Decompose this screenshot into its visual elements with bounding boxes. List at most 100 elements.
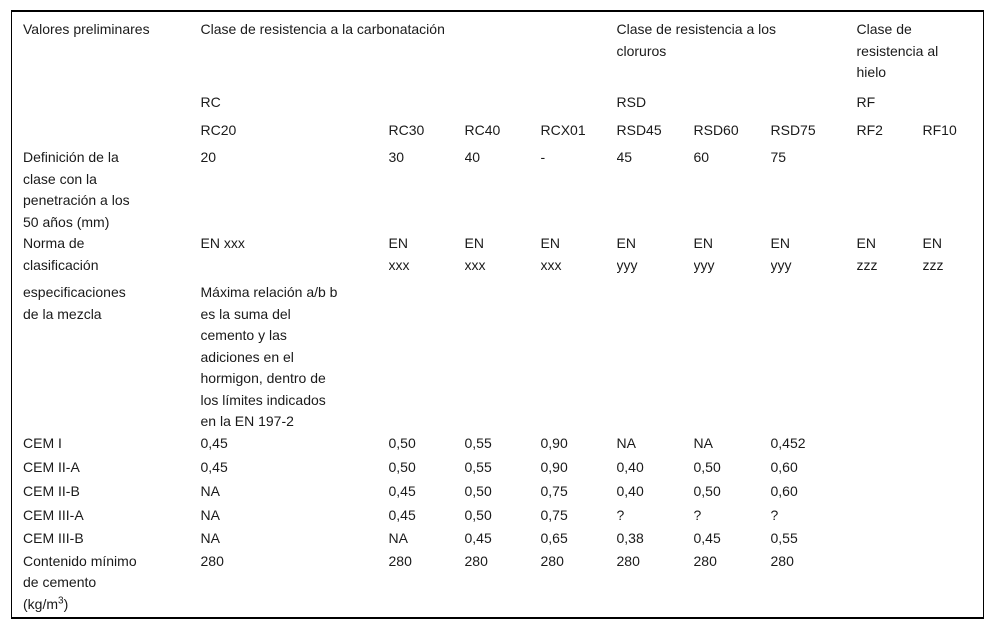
- value-cell: [857, 505, 923, 528]
- table-row: especificaciones de la mezcla Máxima rela…: [12, 282, 984, 433]
- class-code: RCX01: [540, 122, 586, 138]
- cell-value: 280: [464, 552, 488, 569]
- table-row: CEM I 0,45 0,50 0,55 0,90 NA NA 0,452: [12, 433, 984, 457]
- value-cell: [465, 282, 541, 433]
- value-cell: [857, 551, 923, 618]
- value-cell: EN yyy: [771, 233, 857, 282]
- class-header-rsd60: RSD60: [694, 117, 771, 147]
- row-label: CEM II-B: [23, 482, 80, 499]
- value-cell: NA: [694, 433, 771, 457]
- value-cell: EN yyy: [694, 233, 771, 282]
- value-cell: [923, 282, 984, 433]
- row-label-cell: especificaciones de la mezcla: [12, 282, 201, 433]
- value-cell: 0,90: [541, 433, 617, 457]
- value-cell: [923, 457, 984, 481]
- cell-value: ?: [616, 506, 625, 523]
- value-cell: 0,50: [389, 433, 465, 457]
- value-cell: [694, 282, 771, 433]
- class-code: RC30: [388, 122, 425, 138]
- row-label-cell: Norma de clasificación: [12, 233, 201, 282]
- value-cell: 0,90: [541, 457, 617, 481]
- table-head: Valores preliminares Clase de resistenci…: [12, 11, 984, 147]
- row-label-cell: CEM III-A: [12, 505, 201, 528]
- cell-value: 0,50: [388, 458, 416, 475]
- cell-value: 0,65: [540, 529, 568, 546]
- value-cell: 0,50: [465, 481, 541, 505]
- value-cell: 45: [617, 147, 694, 233]
- value-cell: [923, 481, 984, 505]
- value-cell: 30: [389, 147, 465, 233]
- cell-value: EN xxx: [388, 235, 410, 273]
- cell-value: 45: [616, 149, 633, 165]
- cell-value: 0,40: [616, 458, 644, 475]
- group-title: Clase de resistencia a la carbonatación: [200, 21, 445, 37]
- cell-value: 0,50: [464, 482, 492, 499]
- cell-value: 0,60: [770, 458, 798, 475]
- class-code: RF2: [856, 122, 883, 138]
- cell-value: ?: [770, 506, 779, 523]
- row-label-cell: CEM I: [12, 433, 201, 457]
- cell-value: EN yyy: [693, 235, 715, 273]
- value-cell: 280: [465, 551, 541, 618]
- cell-value: ?: [693, 506, 702, 523]
- cell-value: 0,452: [770, 434, 806, 451]
- value-cell: 280: [617, 551, 694, 618]
- value-cell: 0,60: [771, 481, 857, 505]
- table-row: CEM III-A NA 0,45 0,50 0,75???: [12, 505, 984, 528]
- resistance-classes-table: Valores preliminares Clase de resistenci…: [11, 10, 985, 619]
- value-cell: ?: [617, 505, 694, 528]
- value-cell: EN zzz: [923, 233, 984, 282]
- value-cell: 0,45: [389, 481, 465, 505]
- row-label: CEM II-A: [23, 458, 80, 475]
- row-label: CEM III-A: [23, 506, 84, 523]
- table-row: Norma de clasificación EN xxx EN xxx EN xxx…: [12, 233, 984, 282]
- value-cell: 0,50: [694, 481, 771, 505]
- table-row: CEM II-B NA 0,45 0,50 0,75 0,40 0,50 0,60: [12, 481, 984, 505]
- value-cell: 0,452: [771, 433, 857, 457]
- table-row: Definición de la clase con la penetració…: [12, 147, 984, 233]
- class-header-rsd45: RSD45: [617, 117, 694, 147]
- cell-value: NA: [616, 434, 636, 451]
- value-cell: 0,55: [465, 457, 541, 481]
- value-cell: 60: [694, 147, 771, 233]
- cell-value: 280: [616, 552, 640, 569]
- class-code: RSD75: [770, 122, 816, 138]
- value-cell: 280: [694, 551, 771, 618]
- value-cell: 0,45: [465, 528, 541, 551]
- value-cell: EN xxx: [201, 233, 389, 282]
- cell-value: EN zzz: [856, 235, 878, 273]
- cell-value: 280: [200, 552, 224, 569]
- group-code: RSD: [616, 94, 647, 110]
- value-cell: 0,45: [389, 505, 465, 528]
- cell-value: 0,55: [770, 529, 798, 546]
- value-cell: 0,50: [389, 457, 465, 481]
- table-row: CEM III-B NA NA 0,45 0,65 0,38 0,45 0,55: [12, 528, 984, 551]
- value-cell: [923, 528, 984, 551]
- value-cell: EN xxx: [465, 233, 541, 282]
- table-row: Contenido mínimo de cemento (kg/m3) 280 280…: [12, 551, 984, 618]
- class-header-rf10: RF10: [923, 117, 984, 147]
- cell-value: NA: [200, 529, 220, 546]
- value-cell: 280: [541, 551, 617, 618]
- class-code: RC40: [464, 122, 501, 138]
- cell-value: EN yyy: [770, 235, 792, 273]
- class-code: RF10: [922, 122, 957, 138]
- cell-value: 0,45: [388, 506, 416, 523]
- code-header-rf: RF: [857, 87, 984, 117]
- table-title: Valores preliminares: [23, 21, 150, 37]
- value-cell: 0,65: [541, 528, 617, 551]
- value-cell: 0,40: [617, 457, 694, 481]
- cell-value: Máxima relación a/b b es la suma del cem…: [200, 284, 338, 429]
- cell-value: 0,45: [693, 529, 721, 546]
- value-cell: 0,50: [465, 505, 541, 528]
- cell-value: 0,55: [464, 434, 492, 451]
- class-header-rcx01: RCX01: [541, 117, 617, 147]
- cell-value: EN zzz: [922, 235, 944, 273]
- value-cell: 0,45: [201, 433, 389, 457]
- cell-value: 20: [200, 149, 217, 165]
- cell-value: NA: [388, 529, 408, 546]
- superscript: 3: [58, 594, 64, 606]
- value-cell: EN zzz: [857, 233, 923, 282]
- value-cell: 0,38: [617, 528, 694, 551]
- row-label-cell: CEM II-B: [12, 481, 201, 505]
